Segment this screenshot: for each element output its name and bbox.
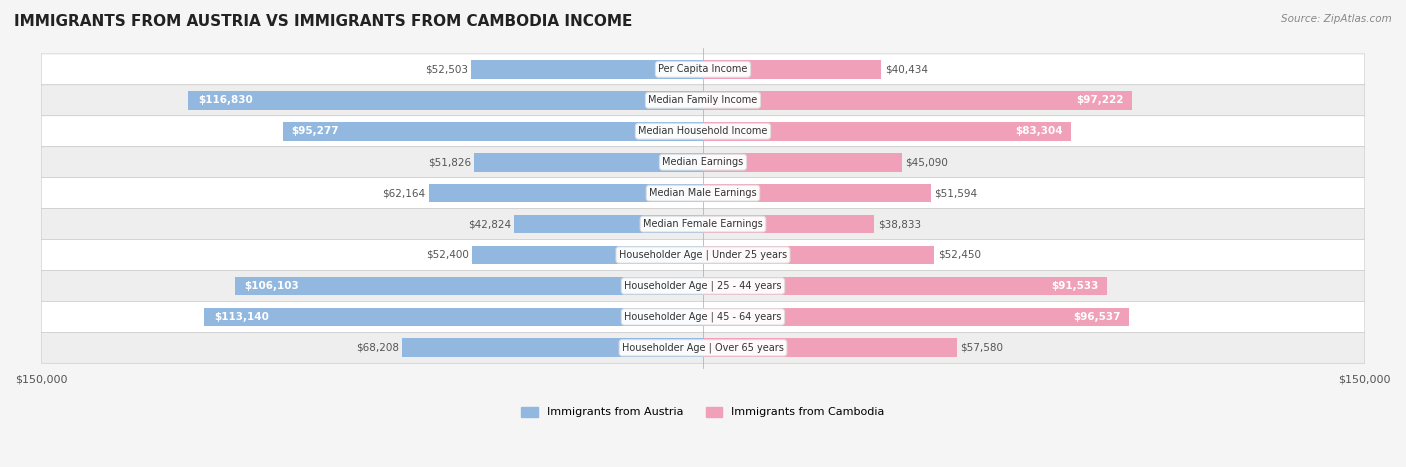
FancyBboxPatch shape bbox=[41, 177, 1365, 209]
Bar bbox=[474, 153, 703, 171]
Text: $38,833: $38,833 bbox=[877, 219, 921, 229]
Bar bbox=[402, 339, 703, 357]
Text: $68,208: $68,208 bbox=[356, 343, 399, 353]
Legend: Immigrants from Austria, Immigrants from Cambodia: Immigrants from Austria, Immigrants from… bbox=[517, 402, 889, 422]
Text: $42,824: $42,824 bbox=[468, 219, 510, 229]
Text: Householder Age | 25 - 44 years: Householder Age | 25 - 44 years bbox=[624, 281, 782, 291]
Text: $96,537: $96,537 bbox=[1073, 312, 1121, 322]
Text: Median Female Earnings: Median Female Earnings bbox=[643, 219, 763, 229]
Text: $40,434: $40,434 bbox=[884, 64, 928, 74]
Bar bbox=[703, 153, 901, 171]
Text: $52,400: $52,400 bbox=[426, 250, 468, 260]
Text: $45,090: $45,090 bbox=[905, 157, 948, 167]
Bar bbox=[204, 307, 703, 326]
Text: Per Capita Income: Per Capita Income bbox=[658, 64, 748, 74]
Bar bbox=[703, 307, 1129, 326]
Bar bbox=[515, 215, 703, 234]
Text: $57,580: $57,580 bbox=[960, 343, 1004, 353]
Text: $83,304: $83,304 bbox=[1015, 126, 1063, 136]
Text: IMMIGRANTS FROM AUSTRIA VS IMMIGRANTS FROM CAMBODIA INCOME: IMMIGRANTS FROM AUSTRIA VS IMMIGRANTS FR… bbox=[14, 14, 633, 29]
FancyBboxPatch shape bbox=[41, 240, 1365, 270]
Bar bbox=[283, 122, 703, 141]
Text: $97,222: $97,222 bbox=[1076, 95, 1123, 105]
Text: Householder Age | Under 25 years: Householder Age | Under 25 years bbox=[619, 250, 787, 260]
Text: $52,450: $52,450 bbox=[938, 250, 981, 260]
FancyBboxPatch shape bbox=[41, 85, 1365, 116]
Bar bbox=[703, 91, 1132, 110]
FancyBboxPatch shape bbox=[41, 116, 1365, 147]
Text: $106,103: $106,103 bbox=[245, 281, 299, 291]
Bar bbox=[703, 339, 957, 357]
Text: $95,277: $95,277 bbox=[291, 126, 339, 136]
Text: $51,594: $51,594 bbox=[934, 188, 977, 198]
Text: $91,533: $91,533 bbox=[1052, 281, 1098, 291]
FancyBboxPatch shape bbox=[41, 147, 1365, 177]
FancyBboxPatch shape bbox=[41, 301, 1365, 333]
Bar bbox=[235, 276, 703, 295]
Text: Median Male Earnings: Median Male Earnings bbox=[650, 188, 756, 198]
FancyBboxPatch shape bbox=[41, 333, 1365, 363]
FancyBboxPatch shape bbox=[41, 209, 1365, 240]
Text: $113,140: $113,140 bbox=[214, 312, 269, 322]
Text: $52,503: $52,503 bbox=[425, 64, 468, 74]
Bar bbox=[703, 276, 1107, 295]
FancyBboxPatch shape bbox=[41, 54, 1365, 85]
Text: Householder Age | 45 - 64 years: Householder Age | 45 - 64 years bbox=[624, 311, 782, 322]
Bar bbox=[471, 60, 703, 79]
Text: Source: ZipAtlas.com: Source: ZipAtlas.com bbox=[1281, 14, 1392, 24]
Text: $62,164: $62,164 bbox=[382, 188, 426, 198]
Text: $116,830: $116,830 bbox=[198, 95, 253, 105]
Text: Median Earnings: Median Earnings bbox=[662, 157, 744, 167]
Bar bbox=[703, 122, 1070, 141]
Bar bbox=[187, 91, 703, 110]
Text: $51,826: $51,826 bbox=[427, 157, 471, 167]
Text: Householder Age | Over 65 years: Householder Age | Over 65 years bbox=[621, 343, 785, 353]
Bar bbox=[429, 184, 703, 203]
Text: Median Household Income: Median Household Income bbox=[638, 126, 768, 136]
FancyBboxPatch shape bbox=[41, 270, 1365, 301]
Bar bbox=[472, 246, 703, 264]
Bar bbox=[703, 60, 882, 79]
Text: Median Family Income: Median Family Income bbox=[648, 95, 758, 105]
Bar bbox=[703, 215, 875, 234]
Bar bbox=[703, 246, 935, 264]
Bar bbox=[703, 184, 931, 203]
